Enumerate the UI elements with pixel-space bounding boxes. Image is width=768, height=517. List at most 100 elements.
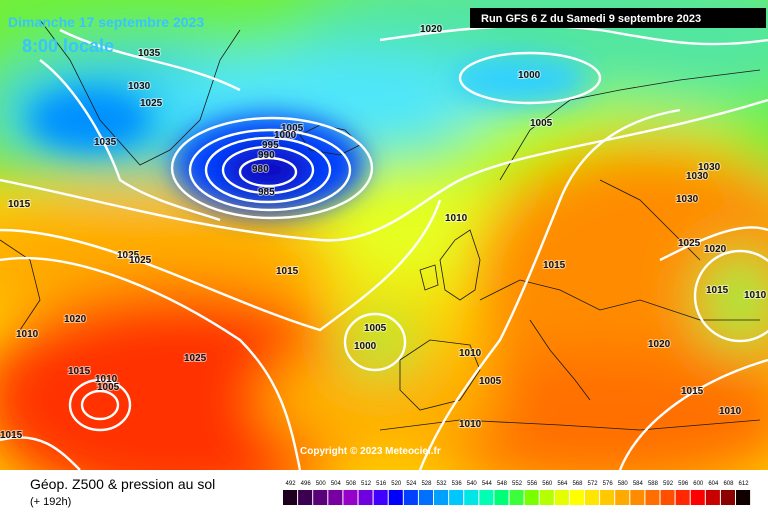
scale-label: 492 [286,481,297,487]
scale-swatch [479,490,494,505]
isobar-label: 1000 [274,130,297,141]
isobar-label: 1035 [138,48,161,59]
scale-label: 524 [406,481,417,487]
scale-swatch [449,490,464,505]
isobar-label: 1030 [676,194,699,205]
isobar-label: 995 [262,140,279,151]
scale-swatch [313,490,328,505]
scale-label: 560 [542,481,553,487]
scale-label: 528 [421,481,432,487]
scale-label: 572 [588,481,599,487]
isobar-label: 985 [258,187,275,198]
scale-swatch [705,490,720,505]
scale-swatch [645,490,660,505]
scale-swatch [569,490,584,505]
scale-swatch [358,490,373,505]
isobar-label: 1010 [16,329,39,340]
scale-swatch [736,490,751,505]
isobar-label: 1010 [459,348,482,359]
scale-swatch [328,490,343,505]
isobar-label: 1005 [97,382,120,393]
scale-swatch [509,490,524,505]
scale-label: 612 [739,481,750,487]
scale-label: 584 [633,481,644,487]
isobar-label: 1010 [95,374,118,385]
scale-swatch [494,490,509,505]
isobar-label: 1030 [128,81,151,92]
scale-label: 604 [708,481,719,487]
isobar-label: 1020 [420,24,443,35]
scale-label: 504 [331,481,342,487]
scale-swatch [539,490,554,505]
scale-swatch [554,490,569,505]
isobar-label: 1010 [445,213,468,224]
isobar-label: 1015 [681,386,704,397]
isobar-label: 1010 [719,406,742,417]
scale-swatch [615,490,630,505]
scale-label: 536 [452,481,463,487]
isobar-label: 1005 [479,376,502,387]
date: Dimanche 17 septembre 2023 [8,14,204,30]
scale-label: 580 [618,481,629,487]
scale-swatch [298,490,313,505]
scale-label: 508 [346,481,357,487]
isobars [0,24,768,470]
scale-label: 564 [557,481,568,487]
isobar-label: 1015 [68,366,91,377]
isobar-label: 1015 [276,266,299,277]
run-banner [470,8,766,28]
isobar-label: 1015 [543,260,566,271]
color-scale: 492 496 500 504 508 512 516 520 524 528 532 536 540 5… [283,481,751,505]
isobar-label: 1015 [8,199,31,210]
scale-label: 588 [648,481,659,487]
run-info: Run GFS 6 Z du Samedi 9 septembre 2023 [481,13,701,25]
scale-swatch [343,490,358,505]
coastlines [0,19,761,431]
time: 8:00 locale [22,36,114,56]
scale-swatch [585,490,600,505]
scale-label: 592 [663,481,674,487]
scale-label: 568 [572,481,583,487]
scale-label: 548 [497,481,508,487]
lead-time: (+ 192h) [30,496,71,508]
scale-swatch [690,490,705,505]
scale-label: 520 [391,481,402,487]
isobar-label: 1035 [94,137,117,148]
isobar-label: 1020 [704,244,727,255]
isobar-label: 1030 [698,162,721,173]
scale-swatch [283,490,298,505]
isobar-label: 1025 [678,238,701,249]
isobar-label: 1000 [518,70,541,81]
isobar-label: 1000 [354,341,377,352]
scale-label: 544 [482,481,493,487]
isobar-label: 1015 [0,430,23,441]
scale-swatch [660,490,675,505]
isobar-label: 1010 [459,419,482,430]
scale-label: 496 [301,481,312,487]
isobar-label: 1025 [117,250,140,261]
isobar-label: 1005 [281,123,304,134]
scale-swatch [464,490,479,505]
isobar-label: 1020 [648,339,671,350]
scale-label: 596 [678,481,689,487]
footer-title: Géop. Z500 & pression au sol [30,476,215,492]
isobar-label: 1025 [140,98,163,109]
scale-label: 576 [603,481,614,487]
scale-swatch [720,490,735,505]
isobar-label: 990 [258,150,275,161]
scale-label: 600 [693,481,704,487]
scale-swatch [373,490,388,505]
scale-label: 500 [316,481,327,487]
scale-swatch [524,490,539,505]
scale-label: 516 [376,481,387,487]
isobar-label: 1020 [64,314,87,325]
scale-label: 540 [467,481,478,487]
scale-swatch [418,490,433,505]
scale-label: 512 [361,481,372,487]
scale-label: 552 [512,481,523,487]
isobar-label: 1015 [706,285,729,296]
scale-label: 532 [437,481,448,487]
scale-swatch [600,490,615,505]
scale-swatch [388,490,403,505]
